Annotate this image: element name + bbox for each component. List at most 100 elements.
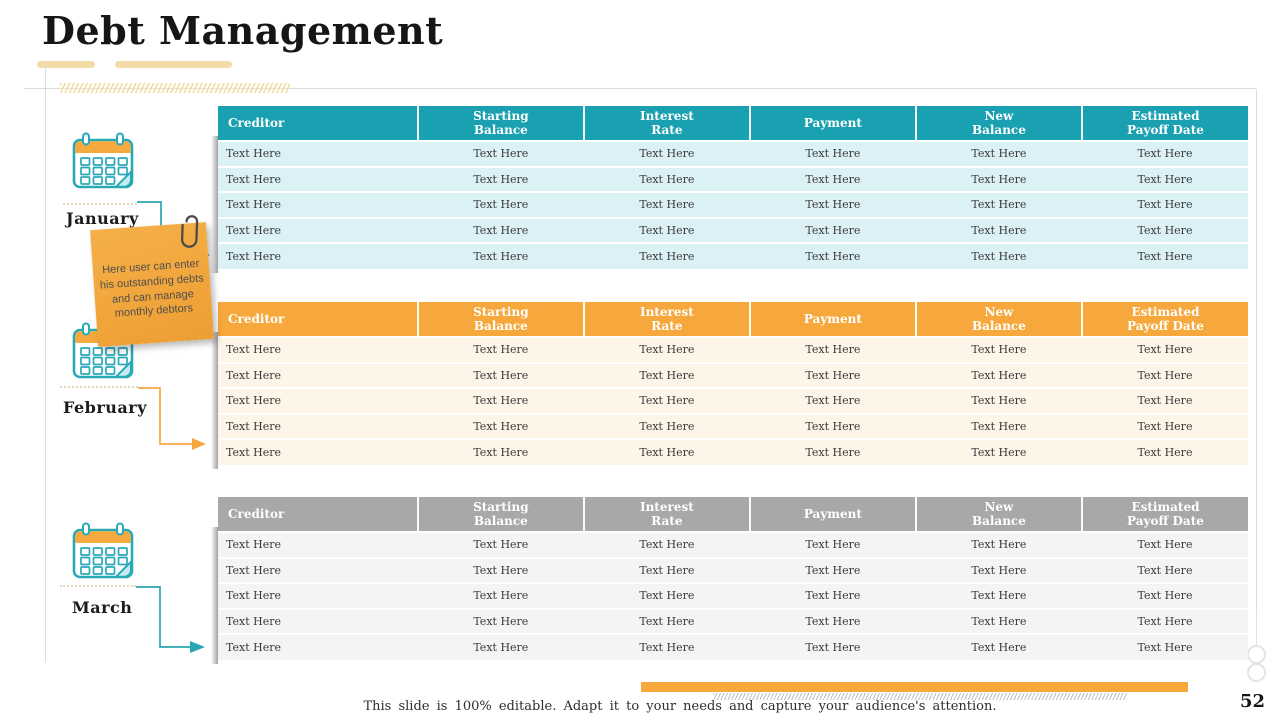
debt-table-march: Creditor Starting Balance Interest Rate Pay… bbox=[218, 497, 1248, 660]
table-cell: Text Here bbox=[749, 336, 916, 363]
column-header: Interest Rate bbox=[582, 302, 750, 337]
table-cell: Text Here bbox=[218, 242, 418, 269]
table-cell: Text Here bbox=[1081, 556, 1248, 583]
table-row: Text Here Text Here Text Here Text Here Text… bbox=[218, 242, 1248, 269]
table-cell: Text Here bbox=[749, 140, 916, 167]
debt-table-february: Creditor Starting Balance Interest Rate Pay… bbox=[218, 302, 1248, 465]
dotted-line bbox=[60, 585, 136, 587]
column-header: Creditor bbox=[218, 497, 418, 532]
debt-table-january: Creditor Starting Balance Interest Rate Pay… bbox=[218, 106, 1248, 269]
table-cell: Text Here bbox=[583, 165, 750, 192]
table-header-row: Creditor Starting Balance Interest Rate Pay… bbox=[218, 302, 1248, 337]
month-label-february: February bbox=[63, 398, 148, 417]
table-cell: Text Here bbox=[218, 336, 418, 363]
table-cell: Text Here bbox=[218, 361, 418, 388]
table-cell: Text Here bbox=[915, 412, 1082, 439]
table-cell: Text Here bbox=[417, 216, 584, 243]
table-row: Text Here Text Here Text Here Text Here Text… bbox=[218, 191, 1248, 218]
table-cell: Text Here bbox=[749, 361, 916, 388]
table-cell: Text Here bbox=[1081, 216, 1248, 243]
page-title: Debt Management bbox=[42, 8, 444, 53]
title-underline-long bbox=[115, 61, 232, 68]
table-row: Text Here Text Here Text Here Text Here Text… bbox=[218, 438, 1248, 465]
connector-february bbox=[138, 387, 206, 450]
table-cell: Text Here bbox=[583, 531, 750, 558]
table-cell: Text Here bbox=[1081, 165, 1248, 192]
table-cell: Text Here bbox=[417, 412, 584, 439]
table-cell: Text Here bbox=[749, 531, 916, 558]
table-cell: Text Here bbox=[749, 387, 916, 414]
table-cell: Text Here bbox=[1081, 607, 1248, 634]
table-cell: Text Here bbox=[749, 165, 916, 192]
column-header: Estimated Payoff Date bbox=[1080, 497, 1248, 532]
table-cell: Text Here bbox=[915, 191, 1082, 218]
table-row: Text Here Text Here Text Here Text Here Text… bbox=[218, 361, 1248, 388]
table-cell: Text Here bbox=[583, 607, 750, 634]
table-cell: Text Here bbox=[749, 242, 916, 269]
table-cell: Text Here bbox=[417, 361, 584, 388]
connector-march bbox=[136, 586, 205, 653]
table-cell: Text Here bbox=[218, 438, 418, 465]
table-cell: Text Here bbox=[417, 165, 584, 192]
decorative-hatch-top bbox=[60, 83, 290, 93]
table-cell: Text Here bbox=[218, 607, 418, 634]
table-row: Text Here Text Here Text Here Text Here Text… bbox=[218, 556, 1248, 583]
table-row: Text Here Text Here Text Here Text Here Text… bbox=[218, 582, 1248, 609]
table-cell: Text Here bbox=[749, 191, 916, 218]
table-cell: Text Here bbox=[915, 387, 1082, 414]
table-cell: Text Here bbox=[915, 633, 1082, 660]
table-cell: Text Here bbox=[1081, 242, 1248, 269]
decorative-hatch-bottom bbox=[713, 693, 1127, 700]
table-cell: Text Here bbox=[218, 165, 418, 192]
decorative-circle bbox=[1247, 663, 1266, 682]
table-cell: Text Here bbox=[1081, 582, 1248, 609]
table-cell: Text Here bbox=[915, 140, 1082, 167]
divider-vertical-right bbox=[1256, 89, 1257, 646]
table-cell: Text Here bbox=[417, 582, 584, 609]
table-cell: Text Here bbox=[915, 216, 1082, 243]
paperclip-icon bbox=[180, 215, 199, 248]
table-cell: Text Here bbox=[1081, 336, 1248, 363]
table-cell: Text Here bbox=[218, 216, 418, 243]
column-header: Interest Rate bbox=[582, 106, 750, 141]
month-label-january: January bbox=[66, 209, 139, 228]
table-cell: Text Here bbox=[583, 387, 750, 414]
table-cell: Text Here bbox=[417, 607, 584, 634]
table-cell: Text Here bbox=[417, 242, 584, 269]
table-cell: Text Here bbox=[218, 191, 418, 218]
table-cell: Text Here bbox=[218, 412, 418, 439]
table-row: Text Here Text Here Text Here Text Here Text… bbox=[218, 336, 1248, 363]
table-row: Text Here Text Here Text Here Text Here Text… bbox=[218, 633, 1248, 660]
table-cell: Text Here bbox=[915, 165, 1082, 192]
arrow-right-icon bbox=[190, 641, 205, 653]
table-row: Text Here Text Here Text Here Text Here Text… bbox=[218, 387, 1248, 414]
table-cell: Text Here bbox=[218, 582, 418, 609]
table-cell: Text Here bbox=[218, 531, 418, 558]
table-cell: Text Here bbox=[583, 582, 750, 609]
sticky-note-text: Here user can enter his outstanding debt… bbox=[99, 257, 205, 320]
divider-horizontal bbox=[24, 88, 1256, 89]
table-cell: Text Here bbox=[583, 633, 750, 660]
table-cell: Text Here bbox=[915, 607, 1082, 634]
footer-note: This slide is 100% editable. Adapt it to… bbox=[363, 699, 997, 714]
table-cell: Text Here bbox=[1081, 191, 1248, 218]
column-header: New Balance bbox=[914, 106, 1082, 141]
table-cell: Text Here bbox=[1081, 387, 1248, 414]
table-cell: Text Here bbox=[1081, 412, 1248, 439]
table-cell: Text Here bbox=[417, 633, 584, 660]
column-header: Starting Balance bbox=[416, 302, 584, 337]
column-header: Starting Balance bbox=[416, 106, 584, 141]
column-header: New Balance bbox=[914, 497, 1082, 532]
page-number: 52 bbox=[1240, 691, 1266, 712]
table-cell: Text Here bbox=[749, 438, 916, 465]
arrow-right-icon bbox=[192, 438, 206, 450]
decorative-circle bbox=[1247, 645, 1266, 664]
table-cell: Text Here bbox=[749, 607, 916, 634]
table-cell: Text Here bbox=[218, 387, 418, 414]
table-cell: Text Here bbox=[583, 242, 750, 269]
table-cell: Text Here bbox=[583, 140, 750, 167]
column-header: Payment bbox=[748, 106, 916, 141]
table-cell: Text Here bbox=[583, 556, 750, 583]
table-cell: Text Here bbox=[417, 140, 584, 167]
